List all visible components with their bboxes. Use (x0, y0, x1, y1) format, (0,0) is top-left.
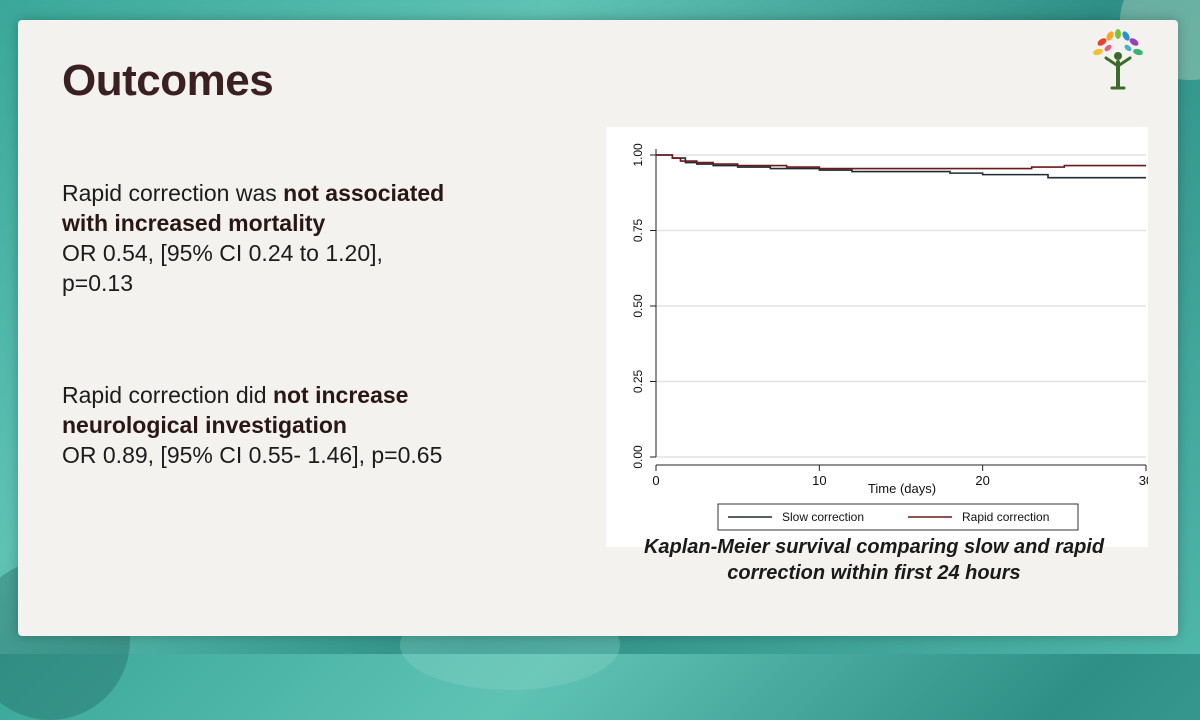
chart-background (606, 127, 1148, 547)
caption-line: Kaplan-Meier survival comparing slow and… (643, 536, 1105, 558)
x-tick-label: 10 (812, 473, 826, 488)
presentation-slide: Outcomes Rapid correction was not associ… (18, 20, 1178, 636)
caption-line: correction within first 24 hours (727, 562, 1021, 584)
x-tick-label: 0 (652, 473, 659, 488)
chart-axes: 0.00 0.25 0.50 0.75 1.00 0 10 20 30 (631, 143, 1153, 488)
legend-entries: Slow correction Rapid correction (728, 510, 1049, 524)
logo-leaves (1093, 29, 1143, 56)
tree-figure-logo-icon (1093, 29, 1143, 90)
x-axis-label: Time (days) (868, 481, 936, 496)
finding-emphasis: not increase (272, 382, 409, 408)
chart-gridlines (656, 154, 1146, 458)
neuro-investigation-finding: Rapid correction did not increase neurol… (62, 380, 442, 470)
finding-emphasis: with increased mortality (62, 210, 326, 236)
kaplan-meier-chart: 0.000.250.500.751.000102030 Time (days) … (606, 127, 1153, 547)
finding-emphasis: not associated (283, 180, 445, 206)
odds-ratio-text: OR 0.54, [95% CI 0.24 to 1.20], (62, 240, 383, 266)
y-tick-label: 0.50 (631, 294, 645, 318)
y-tick-label: 0.00 (631, 445, 645, 469)
x-tick-label: 20 (975, 473, 989, 488)
y-tick-label: 0.25 (631, 369, 645, 393)
odds-ratio-text: OR 0.89, [95% CI 0.55- 1.46], p=0.65 (62, 442, 443, 468)
rapid-correction-line (656, 154, 1146, 170)
slow-correction-line (656, 154, 1146, 179)
legend-label-rapid-correction: Rapid correction (962, 510, 1049, 524)
finding-text: Rapid correction was (62, 180, 284, 206)
legend-box (717, 503, 1079, 531)
finding-text: Rapid correction did (62, 382, 273, 408)
y-tick-label: 0.75 (631, 218, 645, 242)
slide-title: Outcomes (62, 56, 274, 105)
finding-emphasis: neurological investigation (62, 412, 347, 438)
p-value-text: p=0.13 (62, 270, 133, 296)
y-tick-label: 1.00 (631, 143, 645, 167)
kaplan-meier-chart-panel: 0.000.250.500.751.000102030 Time (days) … (606, 127, 1153, 547)
mortality-finding: Rapid correction was not associated with… (62, 178, 444, 298)
legend-label-slow-correction: Slow correction (782, 510, 864, 524)
chart-series (656, 154, 1146, 179)
chart-caption: Kaplan-Meier survival comparing slow and… (584, 534, 1164, 586)
x-tick-label: 30 (1139, 473, 1148, 488)
chart-legend: Slow correction Rapid correction (717, 503, 1079, 531)
